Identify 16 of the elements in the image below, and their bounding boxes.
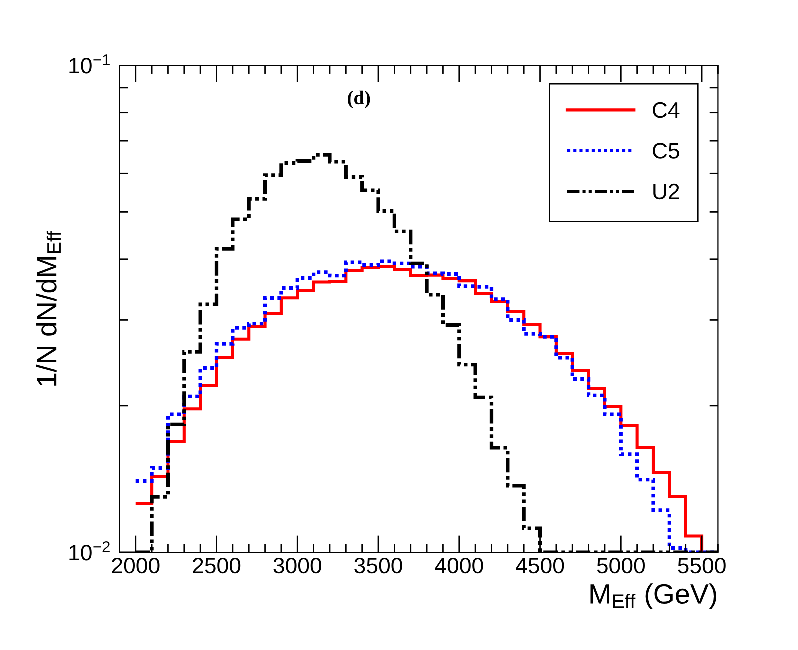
x-tick-label: 2000 — [112, 558, 160, 574]
x-tick-label: 5000 — [597, 558, 645, 574]
text: (d) — [348, 90, 370, 109]
legend-label: U2 — [654, 184, 680, 200]
y-tick-label: 10$^{−2}$ — [70, 541, 110, 561]
x-tick-label: 5500 — [678, 558, 726, 574]
x-tick-label: 4500 — [516, 558, 564, 574]
x-tick-label: 3000 — [274, 558, 322, 574]
y-tick-label: 10$^{−1}$ — [70, 54, 110, 74]
x-tick-label: 3500 — [354, 558, 402, 574]
legend-label: C4 — [653, 102, 680, 118]
y-axis-title: 1/N dN/dM$_{Eff}$ — [36, 231, 61, 386]
x-tick-label: 2500 — [193, 558, 241, 574]
legend-label: C5 — [653, 143, 680, 159]
x-tick-label: 4000 — [435, 558, 484, 574]
x-axis-title: M$_{Eff}$ (GeV) — [590, 584, 716, 610]
